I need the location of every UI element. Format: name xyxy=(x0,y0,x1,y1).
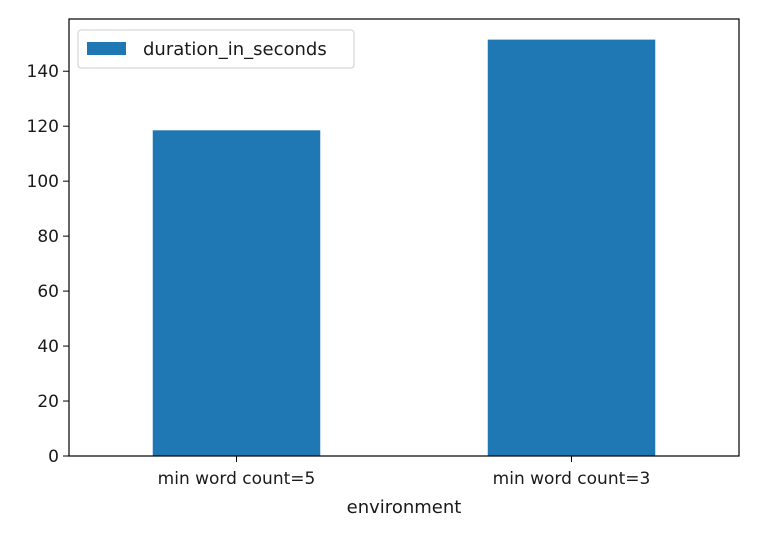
plot-frame xyxy=(68,18,740,457)
legend: duration_in_seconds xyxy=(77,29,355,69)
legend-swatch xyxy=(87,42,126,55)
legend-box xyxy=(77,29,355,69)
x-axis-ticks: min word count=5 min word count=3 xyxy=(158,456,651,489)
y-tick-label: 0 xyxy=(48,447,59,467)
y-tick-label: 100 xyxy=(27,172,59,192)
x-axis-title: environment xyxy=(347,497,462,518)
bar-2 xyxy=(487,39,656,456)
y-tick-label: 40 xyxy=(37,337,59,357)
x-tick-label: min word count=5 xyxy=(158,469,316,489)
y-tick-label: 20 xyxy=(37,392,59,412)
y-axis-ticks: 0 20 40 60 80 100 120 140 xyxy=(27,62,69,467)
y-tick-label: 80 xyxy=(37,227,59,247)
bars-layer xyxy=(152,39,656,456)
y-tick-label: 120 xyxy=(27,117,59,137)
y-tick-label: 140 xyxy=(27,62,59,82)
y-tick-label: 60 xyxy=(37,282,59,302)
legend-label: duration_in_seconds xyxy=(143,39,327,60)
bar-1 xyxy=(152,130,321,456)
x-tick-label: min word count=3 xyxy=(493,469,651,489)
